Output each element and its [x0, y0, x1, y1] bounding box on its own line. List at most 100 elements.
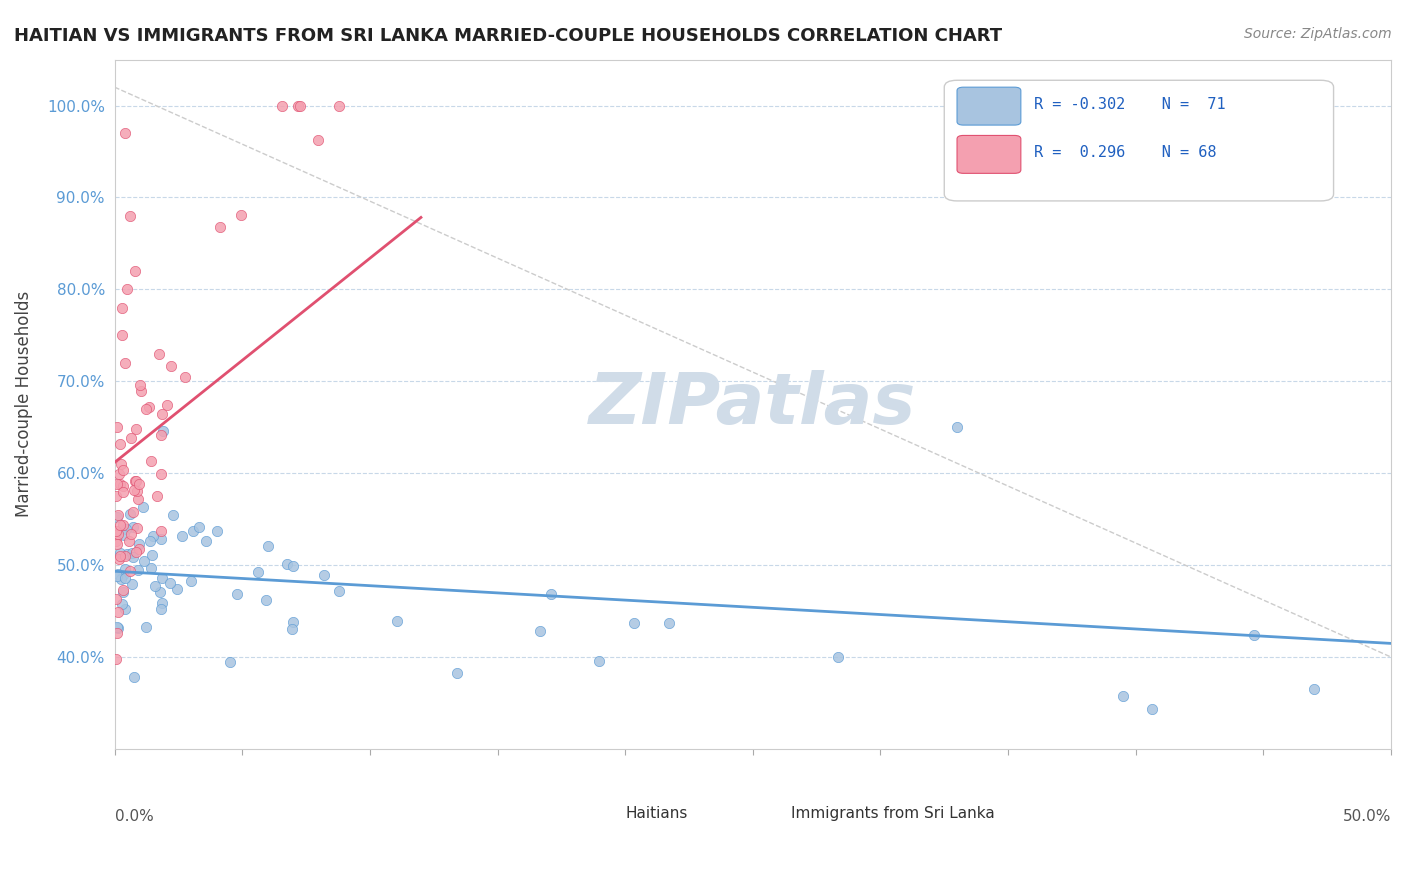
Point — [112, 517, 135, 532]
Point — [159, 576, 181, 591]
Point — [124, 474, 146, 488]
Point — [114, 126, 136, 140]
Point — [135, 401, 157, 416]
Point — [588, 654, 610, 668]
Point — [218, 655, 240, 669]
Point — [138, 401, 160, 415]
Point — [529, 624, 551, 638]
Point — [257, 539, 280, 553]
Point — [118, 565, 141, 579]
Point — [281, 559, 304, 574]
Point — [111, 301, 134, 315]
Point — [128, 476, 150, 491]
Text: Haitians: Haitians — [626, 805, 688, 821]
Point — [283, 615, 305, 630]
Point — [446, 665, 468, 680]
Point — [112, 462, 135, 476]
Point — [142, 529, 165, 543]
Text: 0.0%: 0.0% — [115, 809, 153, 823]
Point — [623, 616, 645, 631]
Point — [117, 282, 139, 296]
Point — [141, 548, 163, 562]
Y-axis label: Married-couple Households: Married-couple Households — [15, 291, 32, 517]
Point — [287, 98, 309, 112]
Point — [105, 537, 128, 551]
Point — [150, 467, 173, 481]
Point — [111, 328, 134, 343]
Point — [128, 537, 150, 551]
Point — [150, 571, 173, 585]
Point — [110, 572, 132, 586]
Point — [112, 585, 135, 599]
Text: Immigrants from Sri Lanka: Immigrants from Sri Lanka — [792, 805, 995, 821]
Point — [114, 356, 136, 370]
Point — [150, 524, 173, 538]
FancyBboxPatch shape — [957, 136, 1021, 173]
Point — [122, 520, 145, 534]
Point — [173, 370, 195, 384]
Point — [114, 549, 136, 563]
Point — [134, 554, 156, 568]
Point — [120, 527, 142, 541]
Point — [107, 552, 129, 566]
Point — [105, 476, 128, 491]
Point — [170, 529, 193, 543]
Point — [108, 467, 131, 481]
Point — [135, 620, 157, 634]
Point — [129, 384, 152, 398]
Point — [152, 424, 174, 438]
Text: HAITIAN VS IMMIGRANTS FROM SRI LANKA MARRIED-COUPLE HOUSEHOLDS CORRELATION CHART: HAITIAN VS IMMIGRANTS FROM SRI LANKA MAR… — [14, 27, 1002, 45]
Point — [125, 483, 148, 498]
Point — [105, 625, 128, 640]
FancyBboxPatch shape — [749, 798, 789, 827]
Text: R =  0.296    N = 68: R = 0.296 N = 68 — [1033, 145, 1216, 161]
Point — [104, 489, 127, 503]
Point — [110, 437, 132, 451]
Point — [108, 477, 131, 491]
Point — [138, 534, 160, 549]
Point — [127, 563, 149, 577]
Point — [120, 432, 142, 446]
Point — [150, 427, 173, 442]
Point — [107, 621, 129, 635]
Text: Source: ZipAtlas.com: Source: ZipAtlas.com — [1244, 27, 1392, 41]
Point — [122, 483, 145, 498]
Point — [658, 616, 681, 631]
Point — [107, 526, 129, 541]
Point — [122, 670, 145, 684]
Point — [156, 398, 179, 412]
Point — [141, 561, 163, 575]
Point — [307, 133, 329, 147]
Point — [128, 541, 150, 556]
Point — [118, 209, 141, 223]
Point — [127, 492, 149, 507]
Point — [115, 522, 138, 536]
Point — [288, 98, 311, 112]
Point — [150, 602, 173, 616]
Point — [276, 557, 298, 571]
Point — [328, 584, 350, 599]
Point — [146, 489, 169, 503]
Point — [1112, 689, 1135, 703]
Point — [194, 533, 217, 548]
Point — [114, 602, 136, 616]
Point — [148, 347, 170, 361]
Point — [108, 518, 131, 533]
Point — [121, 546, 143, 560]
Point — [149, 585, 172, 599]
Point — [124, 475, 146, 489]
Point — [110, 457, 132, 471]
Point — [105, 420, 128, 434]
Point — [111, 597, 134, 611]
Point — [132, 500, 155, 514]
Point — [946, 420, 969, 434]
Point — [125, 545, 148, 559]
Point — [270, 98, 292, 112]
Point — [104, 591, 127, 606]
Text: R = -0.302    N =  71: R = -0.302 N = 71 — [1033, 97, 1225, 112]
Point — [125, 521, 148, 535]
Point — [105, 620, 128, 634]
Point — [105, 569, 128, 583]
Point — [254, 592, 277, 607]
Point — [107, 567, 129, 582]
